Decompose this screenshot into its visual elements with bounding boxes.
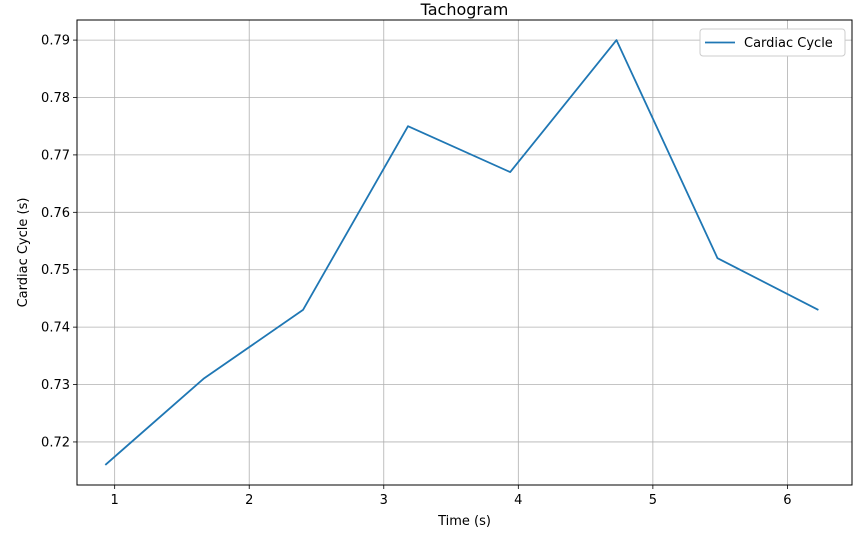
x-axis-ticks: 1 2 3 4 5 6 xyxy=(111,485,792,508)
series-line-cardiac-cycle xyxy=(104,39,819,466)
y-tick-label: 0.72 xyxy=(41,435,70,450)
y-tick-label: 0.79 xyxy=(41,34,70,49)
series-layer xyxy=(104,39,819,466)
y-axis-ticks: 0.72 0.73 0.74 0.75 0.76 0.77 0.78 0.79 xyxy=(41,34,77,450)
x-tick-label: 1 xyxy=(111,493,119,508)
y-tick-label: 0.76 xyxy=(41,206,70,221)
x-tick-label: 3 xyxy=(380,493,388,508)
legend-label-cardiac-cycle: Cardiac Cycle xyxy=(744,36,833,51)
y-tick-label: 0.73 xyxy=(41,378,70,393)
y-tick-label: 0.74 xyxy=(41,321,70,336)
x-axis-label: Time (s) xyxy=(437,514,491,529)
y-tick-label: 0.77 xyxy=(41,148,70,163)
y-axis-label: Cardiac Cycle (s) xyxy=(16,198,31,308)
plot-frame xyxy=(76,19,853,486)
x-tick-label: 2 xyxy=(245,493,253,508)
y-tick-label: 0.75 xyxy=(41,263,70,278)
chart-title: Tachogram xyxy=(420,0,509,19)
x-tick-label: 6 xyxy=(783,493,791,508)
legend: Cardiac Cycle xyxy=(699,28,846,57)
plot-area xyxy=(77,20,852,485)
x-tick-label: 4 xyxy=(514,493,522,508)
legend-box xyxy=(699,28,846,57)
y-tick-label: 0.78 xyxy=(41,91,70,106)
x-tick-label: 5 xyxy=(649,493,657,508)
